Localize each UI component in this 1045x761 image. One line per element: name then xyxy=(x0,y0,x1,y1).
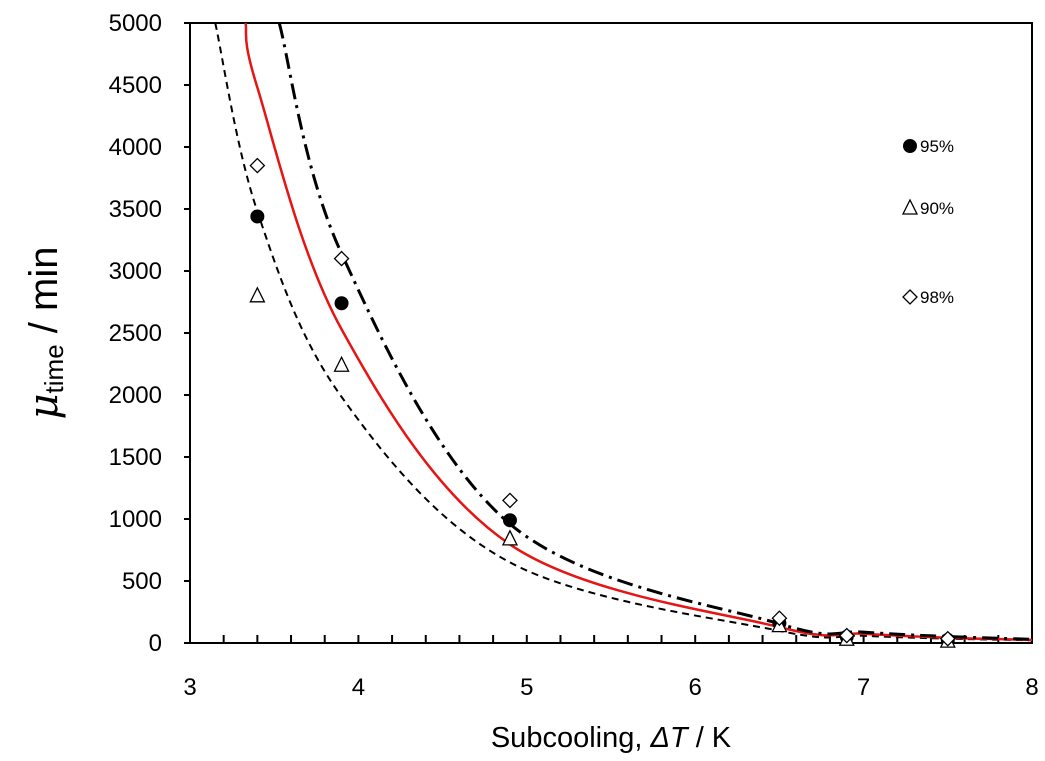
fit-curve-solid xyxy=(244,22,1033,642)
x-axis-title: Subcooling, ΔT / K xyxy=(491,722,732,754)
plot-frame xyxy=(189,22,1033,644)
data-point-filled-circle xyxy=(334,296,349,311)
data-point-open-triangle xyxy=(249,286,266,303)
y-tick-label: 0 xyxy=(149,630,162,657)
y-tick-label: 1000 xyxy=(109,506,162,533)
fit-curves xyxy=(214,22,1033,642)
y-tick-label: 5000 xyxy=(109,10,162,37)
fit-curve-dash-dot xyxy=(277,22,1033,641)
data-point-filled-circle xyxy=(502,513,517,528)
data-point-open-diamond xyxy=(333,250,350,267)
x-tick-label: 4 xyxy=(352,674,365,701)
data-point-open-diamond xyxy=(771,610,788,627)
data-point-filled-circle xyxy=(250,209,265,224)
y-tick-label: 3000 xyxy=(109,258,162,285)
x-tick-labels: 3 4 5 6 7 8 xyxy=(183,674,1038,701)
legend-label: 98% xyxy=(920,288,954,307)
x-tick-label: 7 xyxy=(857,674,870,701)
x-tick-label: 6 xyxy=(689,674,702,701)
y-tick-label: 4500 xyxy=(109,72,162,99)
legend-label: 90% xyxy=(920,199,954,218)
x-tick-label: 5 xyxy=(520,674,533,701)
y-tick-label: 1500 xyxy=(109,444,162,471)
data-point-open-diamond xyxy=(838,627,855,644)
y-tick-label: 500 xyxy=(122,568,162,595)
y-tick-label: 3500 xyxy=(109,196,162,223)
data-point-open-triangle xyxy=(333,355,350,372)
legend-marker-open-triangle xyxy=(901,198,919,215)
y-tick-label: 2500 xyxy=(109,320,162,347)
y-tick-labels: 0 500 1000 1500 2000 2500 3000 3500 4000 4500 5000 xyxy=(109,10,162,657)
y-tick-label: 2000 xyxy=(109,382,162,409)
data-point-open-diamond xyxy=(502,492,518,509)
fit-curve-short-dash xyxy=(214,22,1033,642)
y-tick-label: 4000 xyxy=(109,134,162,161)
data-markers xyxy=(249,157,956,648)
data-point-open-triangle xyxy=(501,529,519,546)
legend-label: 95% xyxy=(920,137,954,156)
legend-marker-filled-circle xyxy=(903,139,917,153)
x-minor-ticks xyxy=(184,22,1033,644)
data-point-open-diamond xyxy=(249,157,266,174)
legend-marker-open-diamond xyxy=(902,289,918,305)
x-tick-label: 8 xyxy=(1025,674,1038,701)
x-tick-label: 3 xyxy=(183,674,196,701)
legend: 95% 90% 98% xyxy=(901,137,954,307)
data-point-open-diamond xyxy=(939,630,956,647)
y-axis-title: μtime / min xyxy=(21,247,69,420)
